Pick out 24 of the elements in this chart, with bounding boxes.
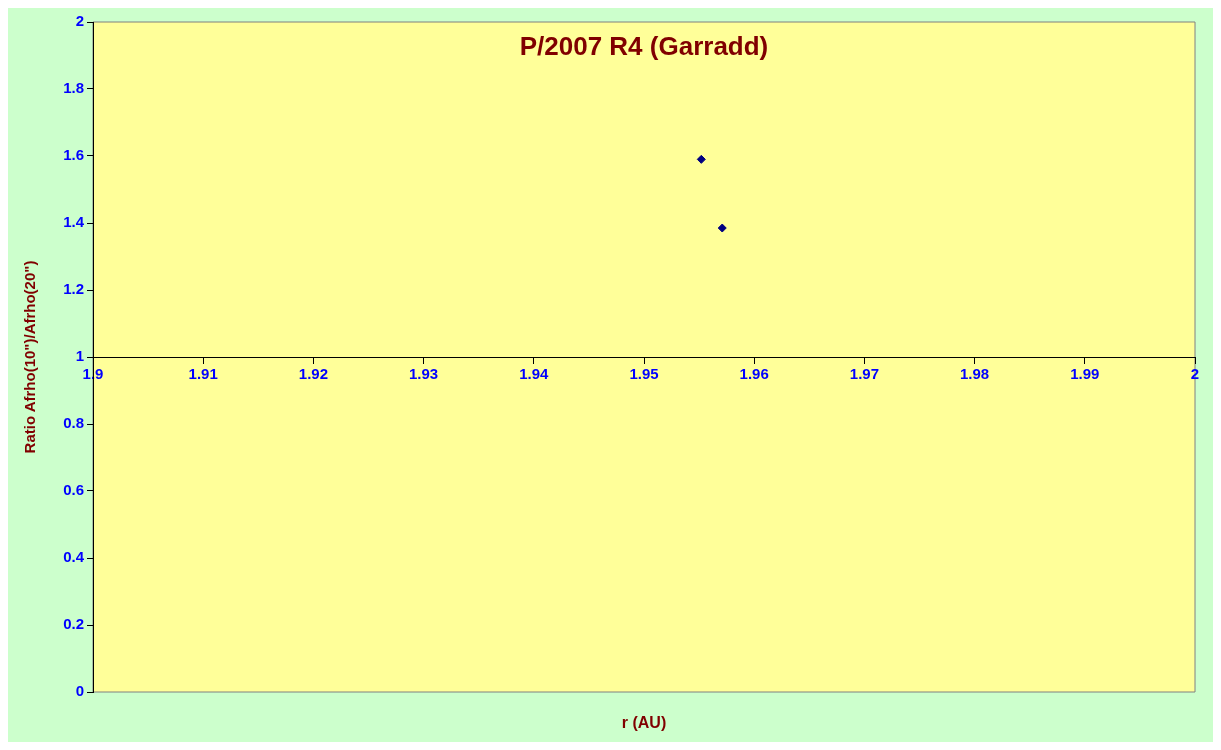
y-tick-label: 1.6 (63, 146, 84, 164)
y-tick-label: 0.6 (63, 481, 84, 499)
x-tick-label: 1.95 (629, 365, 659, 383)
x-tick-label: 1.91 (188, 365, 218, 383)
y-tick-label: 1.4 (63, 213, 85, 231)
x-tick-label: 1.92 (298, 365, 328, 383)
y-tick-label: 1.8 (63, 79, 84, 97)
y-tick-label: 1 (75, 347, 84, 365)
x-axis-title: r (AU) (621, 714, 667, 732)
x-tick-label: 1.99 (1070, 365, 1100, 383)
y-tick-label: 0.2 (63, 615, 84, 633)
x-tick-label: 1.94 (519, 365, 550, 383)
y-tick-label: 0.8 (63, 414, 84, 432)
y-tick-label: 0.4 (63, 548, 85, 566)
y-tick-label: 0 (75, 682, 84, 700)
x-tick-label: 2 (1190, 365, 1200, 383)
x-tick-label: 1.97 (849, 365, 879, 383)
x-tick-label: 1.93 (409, 365, 439, 383)
y-axis-title: Ratio Afrho(10")/Afrho(20") (21, 260, 39, 454)
y-tick-label: 2 (75, 12, 84, 30)
x-tick-label: 1.96 (739, 365, 769, 383)
y-tick-label: 1.2 (63, 280, 84, 298)
chart-title: P/2007 R4 (Garradd) (519, 31, 769, 62)
x-tick-label: 1.98 (960, 365, 990, 383)
